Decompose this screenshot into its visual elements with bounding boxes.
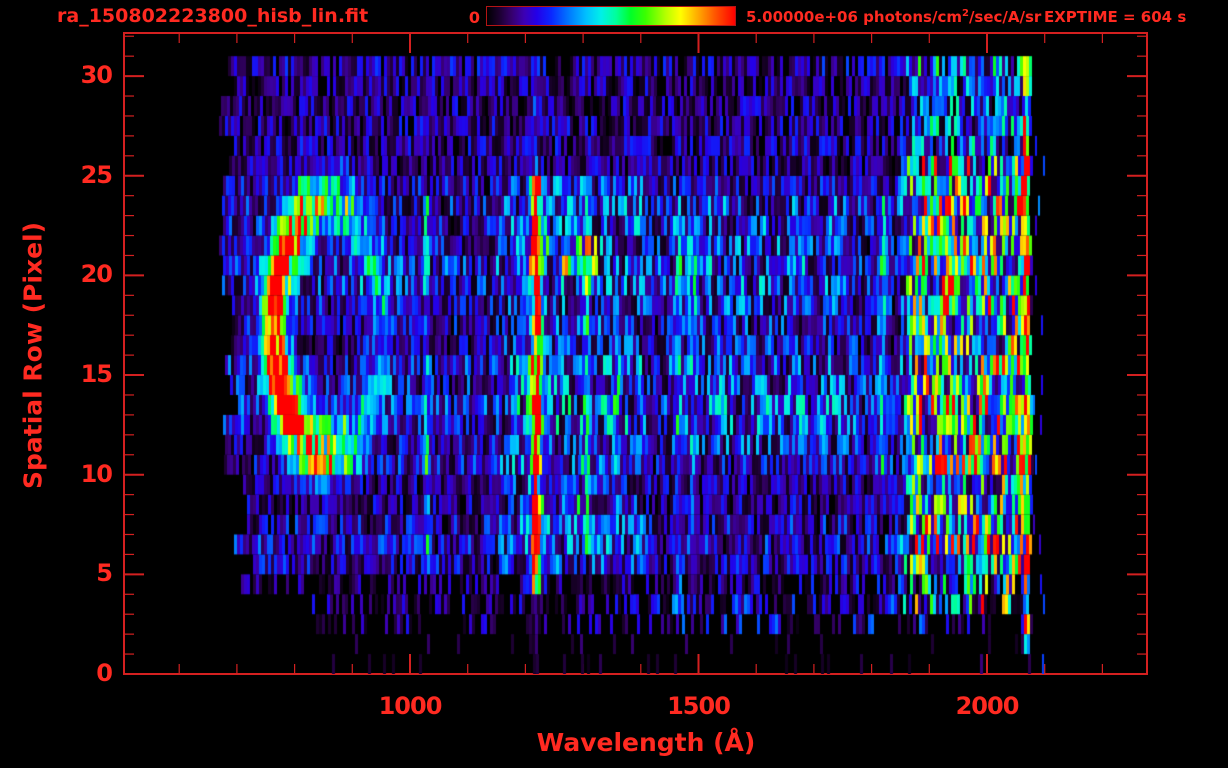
- colorbar-min-label: 0: [468, 8, 480, 27]
- x-tick-label: 2000: [955, 692, 1020, 720]
- y-tick-label: 20: [80, 260, 113, 289]
- colorbar-max-label: 5.00000e+06 photons/cm2/sec/A/sr: [746, 8, 1041, 26]
- colorbar: [486, 6, 736, 26]
- x-tick-label: 1500: [667, 692, 731, 720]
- y-tick-label: 15: [80, 360, 113, 389]
- y-tick-label: 0: [96, 659, 113, 687]
- y-tick-label: 30: [80, 61, 113, 90]
- colorbar-units-superscript: 2: [961, 8, 969, 19]
- y-tick-label: 25: [80, 160, 113, 189]
- y-tick-label: 5: [96, 559, 113, 588]
- y-tick-label: 10: [80, 459, 113, 488]
- x-axis-title: Wavelength (Å): [536, 728, 756, 757]
- colorbar-units-suffix: /sec/A/sr: [968, 8, 1042, 26]
- y-axis-title: Spatial Row (Pixel): [18, 221, 48, 490]
- file-title: ra_150802223800_hisb_lin.fit: [57, 5, 369, 27]
- spectral-heatmap: [125, 34, 1147, 674]
- colorbar-max-value-units: 5.00000e+06 photons/cm: [746, 8, 962, 26]
- x-tick-label: 1000: [378, 692, 443, 720]
- exptime-label: EXPTIME = 604 s: [1044, 8, 1187, 26]
